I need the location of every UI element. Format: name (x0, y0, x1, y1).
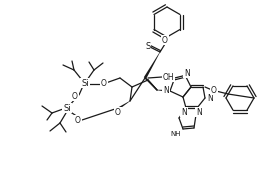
Polygon shape (144, 52, 160, 79)
Text: NH: NH (171, 131, 181, 137)
Text: N: N (184, 69, 190, 78)
Text: Si: Si (81, 79, 89, 88)
Text: O: O (115, 108, 121, 117)
Text: O: O (211, 86, 217, 95)
Text: OH: OH (163, 72, 175, 81)
Text: O: O (72, 91, 78, 100)
Text: N: N (196, 108, 202, 117)
Text: N: N (181, 108, 187, 117)
Text: Si: Si (63, 103, 71, 112)
Text: O: O (162, 35, 168, 45)
Text: O: O (101, 79, 107, 88)
Text: N: N (163, 86, 169, 95)
Text: N: N (207, 93, 213, 103)
Text: S: S (145, 42, 151, 50)
Polygon shape (115, 101, 130, 111)
Polygon shape (157, 90, 170, 92)
Text: O: O (75, 115, 81, 125)
